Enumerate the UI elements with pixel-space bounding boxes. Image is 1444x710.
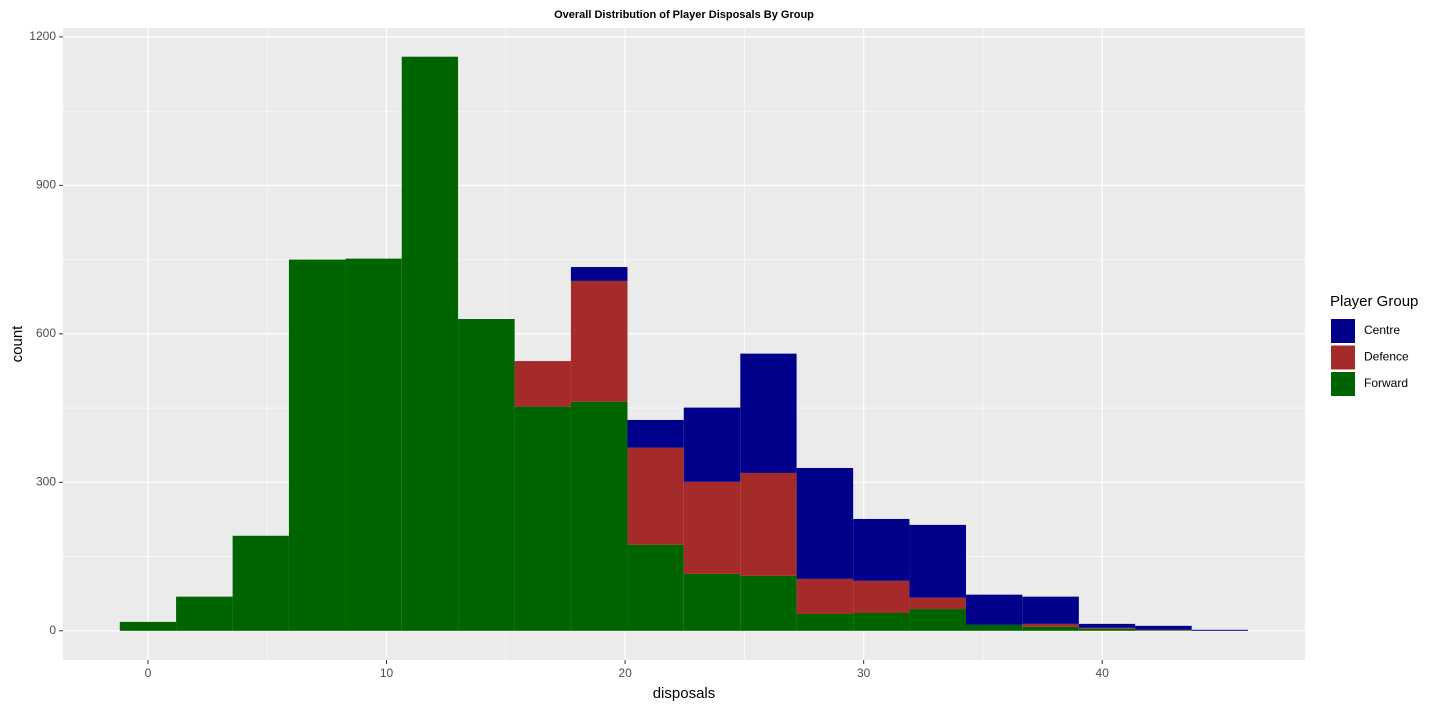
bar (1078, 628, 1136, 631)
bar (740, 472, 797, 576)
bar (909, 609, 966, 631)
bar (176, 596, 233, 631)
legend-label: Defence (1364, 350, 1409, 364)
bar (965, 624, 1023, 631)
bar (570, 280, 628, 402)
bar (740, 575, 797, 631)
bar (909, 524, 966, 598)
bar (853, 518, 910, 581)
y-tick-label: 300 (36, 474, 56, 488)
bar (570, 267, 628, 281)
bar (627, 544, 684, 631)
y-axis-title: count (9, 325, 26, 363)
bar (1022, 626, 1079, 631)
bar (683, 481, 741, 574)
y-tick-label: 900 (36, 178, 56, 192)
x-tick-label: 20 (618, 666, 632, 680)
bar (570, 401, 628, 631)
bar (288, 259, 346, 631)
bar (740, 353, 797, 473)
bar (627, 419, 684, 448)
bar (401, 56, 459, 631)
bar (1078, 623, 1136, 628)
x-tick-label: 40 (1096, 666, 1110, 680)
bar (232, 535, 289, 631)
bar (683, 573, 741, 631)
y-tick-label: 1200 (29, 29, 56, 43)
bar (119, 621, 177, 631)
bar (853, 580, 910, 613)
bar (627, 447, 684, 545)
bar (683, 407, 741, 482)
x-tick-label: 30 (857, 666, 871, 680)
x-axis-title: disposals (653, 685, 716, 702)
bar (514, 361, 571, 407)
legend-label: Forward (1364, 376, 1408, 390)
x-tick-label: 0 (145, 666, 152, 680)
bar (1135, 625, 1192, 630)
chart-title: Overall Distribution of Player Disposals… (554, 9, 814, 21)
legend-key (1331, 372, 1355, 396)
y-tick-label: 600 (36, 326, 56, 340)
legend-title: Player Group (1330, 293, 1418, 310)
bar (345, 258, 402, 631)
legend-key (1331, 345, 1355, 370)
bar (796, 613, 854, 631)
bar (796, 578, 854, 614)
bar (1022, 596, 1079, 624)
bar (796, 467, 854, 579)
legend-label: Centre (1364, 323, 1400, 337)
bar (909, 597, 966, 610)
bar (514, 406, 571, 631)
bar (965, 594, 1023, 625)
legend-key (1331, 319, 1355, 343)
bar (853, 612, 910, 631)
bar (1078, 627, 1136, 629)
bar (1191, 629, 1248, 631)
y-tick-label: 0 (49, 623, 56, 637)
bar (458, 319, 515, 631)
bar (1022, 623, 1079, 627)
x-tick-label: 10 (380, 666, 394, 680)
